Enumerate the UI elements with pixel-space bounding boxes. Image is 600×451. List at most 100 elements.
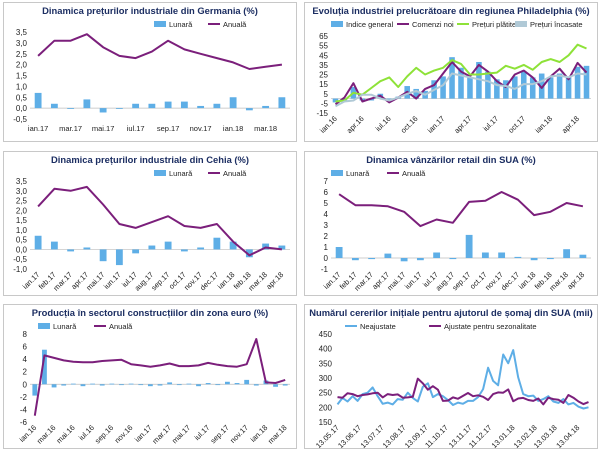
y-tick-label: 1,5 xyxy=(16,72,28,81)
x-tick-label: iul.17 xyxy=(481,114,500,133)
y-tick-label: 6 xyxy=(23,343,28,352)
series-line xyxy=(335,72,587,108)
bar xyxy=(205,383,211,385)
bar xyxy=(180,249,188,252)
y-tick-label: 2,0 xyxy=(16,206,28,215)
x-tick-label: dec.17 xyxy=(499,270,521,292)
bar xyxy=(245,108,253,111)
bar xyxy=(83,99,91,109)
bar xyxy=(546,258,554,260)
x-tick-label: mai.17 xyxy=(385,270,407,292)
bar xyxy=(229,241,237,250)
bar xyxy=(50,103,58,109)
bar xyxy=(180,101,188,109)
legend-label: Anuală xyxy=(109,322,133,331)
chart-title: Numărul cererilor inițiale pentru ajutor… xyxy=(309,307,593,318)
y-tick-label: 250 xyxy=(319,389,333,398)
bar xyxy=(90,383,95,385)
y-tick-label: -0,5 xyxy=(13,255,27,264)
legend-label: Ajustate pentru sezonalitate xyxy=(444,322,537,331)
x-tick-label: mar.18 xyxy=(547,270,570,293)
bar xyxy=(503,80,509,99)
y-tick-label: 1 xyxy=(324,243,329,252)
x-tick-label: iun.17 xyxy=(403,270,424,291)
y-tick-label: -1 xyxy=(321,265,329,274)
series-line xyxy=(338,191,584,228)
panel-germany: Dinamica prețurilor industriale din Germ… xyxy=(3,2,297,142)
legend-label: Lunară xyxy=(169,20,193,29)
chart-germany: 3,5 3,0 2,5 2,0 1,51,0 0,5 0,0 -0,5 Lunară Anuală… xyxy=(13,20,290,133)
legend-label: Lunară xyxy=(53,322,77,331)
legend-label: Lunară xyxy=(169,169,193,178)
legend-label: Prețuri plătite xyxy=(472,20,516,29)
y-tick-label: 3,5 xyxy=(16,28,28,37)
bar xyxy=(67,108,75,109)
bar xyxy=(197,247,205,250)
bar xyxy=(556,73,563,99)
legend-label: Anuală xyxy=(223,169,247,178)
bar xyxy=(244,379,250,385)
bar xyxy=(50,241,58,250)
x-tick-label: apr.18 xyxy=(565,270,586,291)
x-tick-label: mar.18 xyxy=(246,270,269,293)
y-tick-label: 0,0 xyxy=(16,245,28,254)
bar xyxy=(196,384,201,387)
x-tick-label: oct.16 xyxy=(399,114,420,135)
bar xyxy=(119,384,124,386)
y-tick-label: 0 xyxy=(23,380,28,389)
legend-label: Indice general xyxy=(346,20,393,29)
bar xyxy=(164,101,172,109)
x-tick-label: iul.17 xyxy=(127,124,145,133)
bar xyxy=(538,73,545,99)
y-tick-label: 3,0 xyxy=(16,39,28,48)
y-tick-label: 15 xyxy=(319,80,328,89)
x-tick-label: ian.18 xyxy=(223,124,243,133)
legend-swatch xyxy=(331,170,343,176)
y-tick-label: 4 xyxy=(23,355,28,364)
bar xyxy=(67,249,75,252)
bar xyxy=(282,384,288,386)
bar xyxy=(413,88,419,99)
series-line xyxy=(37,33,283,70)
x-tick-label: sep.17 xyxy=(450,270,472,292)
bar xyxy=(563,249,571,258)
bar xyxy=(485,71,491,99)
x-tick-label: sep.17 xyxy=(157,124,180,133)
bar xyxy=(273,384,278,387)
y-tick-label: 0,5 xyxy=(16,93,28,102)
bar xyxy=(465,234,473,258)
bar xyxy=(512,76,518,99)
bar xyxy=(99,108,107,113)
series-line xyxy=(335,43,587,103)
y-tick-label: 2 xyxy=(23,368,28,377)
x-tick-label: 11.10.17 xyxy=(423,423,450,448)
bar xyxy=(583,65,590,99)
y-tick-label: -6 xyxy=(20,418,28,427)
legend-label: Anuală xyxy=(223,20,247,29)
x-tick-label: mar.17 xyxy=(59,124,82,133)
x-tick-label: sep.16 xyxy=(93,423,115,445)
bar xyxy=(197,105,205,109)
x-tick-label: mar.17 xyxy=(51,270,74,293)
bar xyxy=(335,247,343,258)
bar xyxy=(115,108,123,109)
chart-title: Evoluția industriei prelucrătoare din re… xyxy=(312,5,590,16)
bar xyxy=(213,103,221,109)
y-tick-label: 25 xyxy=(319,71,328,80)
y-tick-label: 1,0 xyxy=(16,82,28,91)
y-tick-label: 0,0 xyxy=(16,104,28,113)
bar xyxy=(164,241,172,250)
x-tick-label: mai.17 xyxy=(92,124,115,133)
legend-swatch xyxy=(154,170,166,176)
x-tick-label: iun.17 xyxy=(102,270,123,291)
bar xyxy=(109,383,115,385)
y-tick-label: 8 xyxy=(23,330,28,339)
x-tick-label: mai.17 xyxy=(84,270,106,292)
y-tick-label: 0,5 xyxy=(16,236,28,245)
y-tick-label: 350 xyxy=(319,359,333,368)
bar xyxy=(278,245,286,250)
bar xyxy=(440,76,446,99)
bar xyxy=(234,383,240,385)
y-tick-label: 1,5 xyxy=(16,216,28,225)
